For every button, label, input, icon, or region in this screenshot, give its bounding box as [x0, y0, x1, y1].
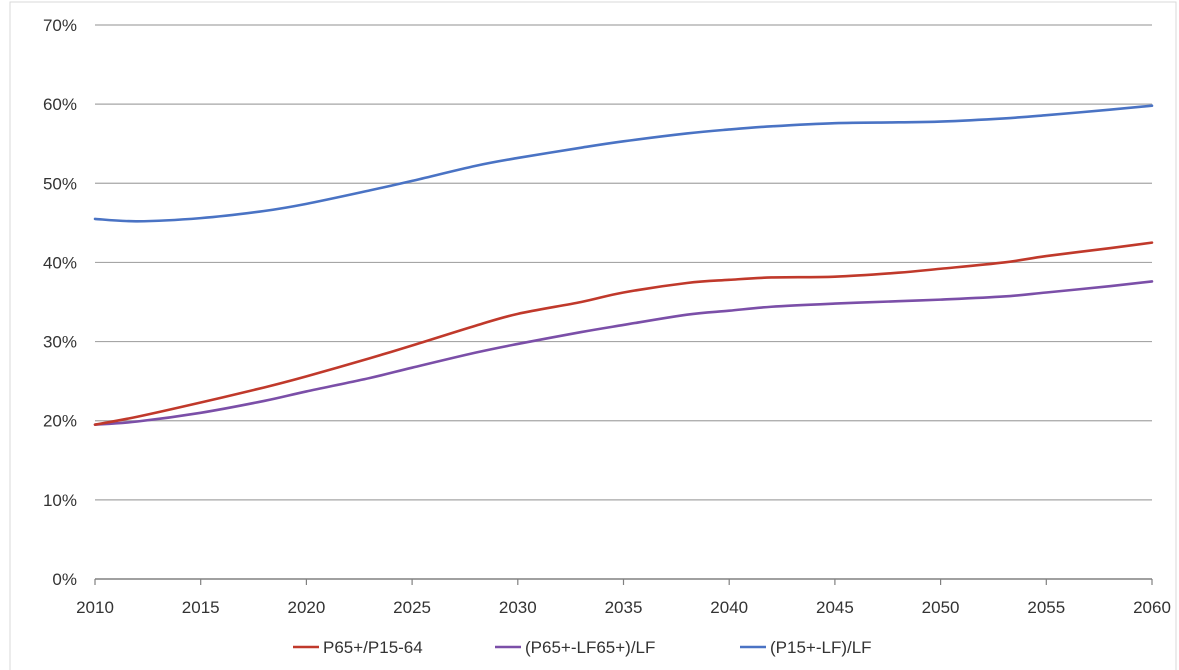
legend-label: (P15+-LF)/LF — [770, 638, 872, 657]
x-tick-label: 2035 — [605, 598, 643, 617]
x-tick-label: 2020 — [287, 598, 325, 617]
x-tick-label: 2060 — [1133, 598, 1171, 617]
y-tick-label: 0% — [52, 570, 77, 589]
y-tick-label: 30% — [43, 333, 77, 352]
x-tick-label: 2025 — [393, 598, 431, 617]
x-tick-label: 2015 — [182, 598, 220, 617]
legend-label: P65+/P15-64 — [323, 638, 423, 657]
y-tick-label: 40% — [43, 253, 77, 272]
legend-label: (P65+-LF65+)/LF — [525, 638, 655, 657]
x-tick-label: 2040 — [710, 598, 748, 617]
x-tick-label: 2045 — [816, 598, 854, 617]
y-tick-label: 60% — [43, 95, 77, 114]
x-tick-label: 2030 — [499, 598, 537, 617]
x-tick-label: 2055 — [1027, 598, 1065, 617]
y-tick-label: 70% — [43, 16, 77, 35]
y-tick-label: 20% — [43, 412, 77, 431]
x-tick-label: 2010 — [76, 598, 114, 617]
legend: P65+/P15-64 (P65+-LF65+)/LF (P15+-LF)/LF — [293, 638, 872, 657]
x-tick-label: 2050 — [922, 598, 960, 617]
y-tick-label: 50% — [43, 174, 77, 193]
y-tick-label: 10% — [43, 491, 77, 510]
